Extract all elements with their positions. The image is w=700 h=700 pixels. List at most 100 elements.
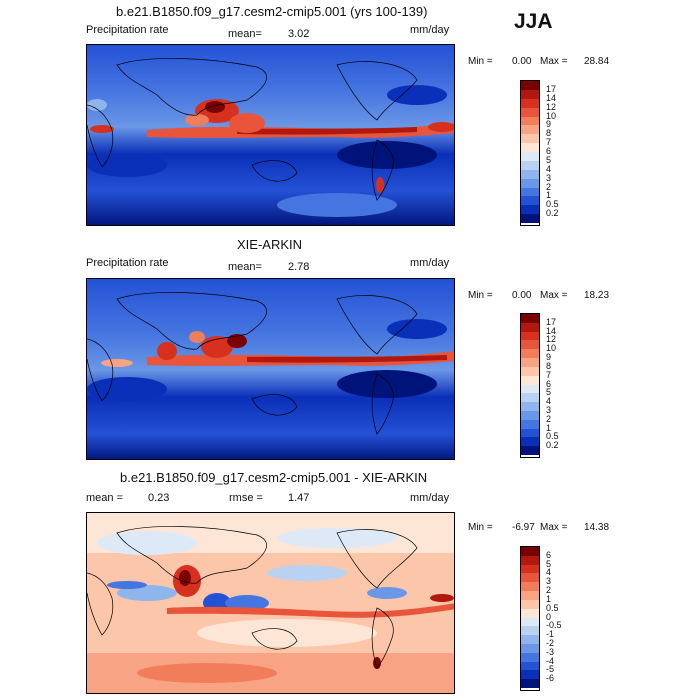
panel2-colorbar-swatch <box>521 419 539 429</box>
panel3-colorbar-tick-label: -4 <box>546 655 555 666</box>
panel1-variable-label: Precipitation rate <box>86 24 169 36</box>
panel1-colorbar-swatch <box>521 187 539 197</box>
panel3-max-label: Max = <box>540 522 568 533</box>
panel1-max-value: 28.84 <box>584 56 610 67</box>
panel2-colorbar-swatch <box>521 375 539 385</box>
panel2-colorbar-tick-label: 14 <box>546 325 557 336</box>
panel3-colorbar-tick-label: 5 <box>546 558 552 569</box>
panel3-colorbar-tick-label: -1 <box>546 629 555 640</box>
panel2-colorbar-swatch <box>521 331 539 341</box>
panel1-colorbar-tick-label: 17 <box>546 83 557 94</box>
panel1-colorbar-swatch <box>521 125 539 135</box>
panel1-colorbar-tick-label: 8 <box>546 128 552 139</box>
panel1-colorbar-tick-label: 1 <box>546 190 552 201</box>
panel3-title: b.e21.B1850.f09_g17.cesm2-cmip5.001 - XI… <box>120 470 428 485</box>
panel1-colorbar-tick-label: 14 <box>546 92 557 103</box>
panel3-colorbar-tick-label: 0.5 <box>546 602 559 613</box>
panel1-colorbar-swatch <box>521 214 539 223</box>
panel2-map <box>86 278 455 460</box>
panel2-colorbar-tick-label: 1 <box>546 422 552 433</box>
panel2-colorbar-swatch <box>521 349 539 359</box>
panel2-variable-label: Precipitation rate <box>86 257 169 269</box>
panel1-colorbar <box>520 80 540 226</box>
panel2-colorbar-swatch <box>521 340 539 350</box>
season-label: JJA <box>514 10 553 33</box>
panel3-min-label: Min = <box>468 522 493 533</box>
panel2-colorbar-tick-label: 0.2 <box>546 440 559 451</box>
panel1-colorbar-swatch <box>521 205 539 215</box>
panel3-colorbar-swatch <box>521 599 539 609</box>
panel2-colorbar-swatch <box>521 358 539 367</box>
panel2-mean-label: mean= <box>228 261 262 273</box>
panel1-max-label: Max = <box>540 56 568 67</box>
panel3-colorbar-swatch <box>521 652 539 662</box>
panel3-colorbar-swatch <box>521 635 539 644</box>
panel1-min-label: Min = <box>468 56 493 67</box>
panel1-map <box>86 44 455 226</box>
panel3-colorbar-tick-label: 4 <box>546 567 552 578</box>
panel3-colorbar <box>520 546 540 691</box>
panel3-colorbar-swatch <box>521 555 539 565</box>
panel3-colorbar-swatch <box>521 661 539 671</box>
panel2-colorbar-swatch <box>521 314 539 323</box>
panel3-colorbar-tick-label: -6 <box>546 673 555 684</box>
panel1-colorbar-tick-label: 6 <box>546 146 552 156</box>
panel2-colorbar-swatch <box>521 322 539 332</box>
panel2-colorbar-tick-label: 0.5 <box>546 431 559 442</box>
panel1-mean-label: mean= <box>228 28 262 40</box>
panel2-min-value: 0.00 <box>512 290 532 301</box>
panel1-colorbar-tick-label: 0.2 <box>546 208 559 219</box>
panel3-colorbar-tick-label: 6 <box>546 549 552 560</box>
panel1-colorbar-tick-label: 9 <box>546 119 552 130</box>
panel2-colorbar-tick-label: 10 <box>546 343 557 354</box>
panel3-colorbar-tick-label: -3 <box>546 646 555 657</box>
panel1-mean-value: 3.02 <box>288 28 310 40</box>
panel1-title: b.e21.B1850.f09_g17.cesm2-cmip5.001 (yrs… <box>116 4 428 19</box>
panel2-colorbar-tick-label: 17 <box>546 316 557 327</box>
panel1-colorbar-swatch <box>521 169 539 179</box>
panel2-mean-value: 2.78 <box>288 261 310 273</box>
panel2-colorbar-swatch <box>521 428 539 438</box>
panel3-mean-value: 0.23 <box>148 492 170 504</box>
panel3-map <box>86 512 455 694</box>
panel2-colorbar-swatch <box>521 384 539 394</box>
panel2-colorbar-swatch <box>521 437 539 447</box>
panel1-colorbar-tick-label: 4 <box>546 163 552 174</box>
panel3-colorbar-swatch <box>521 670 539 680</box>
panel2-colorbar-swatch <box>521 393 539 403</box>
panel2-units: mm/day <box>410 257 450 269</box>
panel3-mean-label: mean = <box>86 492 123 504</box>
panel3-colorbar-swatch <box>521 608 539 618</box>
panel1-min-value: 0.00 <box>512 56 532 67</box>
panel1-colorbar-swatch <box>521 160 539 170</box>
panel2-colorbar-tick-label: 9 <box>546 352 552 363</box>
panel3-rmse-label: rmse = <box>229 492 263 504</box>
panel1-colorbar-tick-label: 10 <box>546 110 557 121</box>
panel2-colorbar-tick-label: 4 <box>546 396 552 407</box>
panel1-units: mm/day <box>410 24 450 36</box>
panel3-colorbar-tick-label: 1 <box>546 593 552 604</box>
panel3-colorbar-swatch <box>521 679 539 688</box>
panel2-colorbar-swatch <box>521 410 539 420</box>
panel1-colorbar-tick-label: 7 <box>546 137 552 148</box>
panel2-max-value: 18.23 <box>584 290 610 301</box>
panel3-max-value: 14.38 <box>584 522 610 533</box>
panel3-colorbar-tick-label: -0.5 <box>546 620 562 631</box>
panel1-colorbar-tick-label: 5 <box>546 154 552 165</box>
panel3-colorbar-swatch <box>521 591 539 600</box>
panel2-min-label: Min = <box>468 290 493 301</box>
panel1-colorbar-swatch <box>521 143 539 152</box>
panel3-colorbar-swatch <box>521 564 539 574</box>
panel3-colorbar-tick-label: 0 <box>546 611 552 622</box>
panel3-units: mm/day <box>410 492 450 504</box>
panel3-min-value: -6.97 <box>512 522 535 533</box>
panel2-colorbar-tick-label: 2 <box>546 413 552 424</box>
panel3-colorbar-swatch <box>521 626 539 636</box>
panel2-colorbar-tick-label: 6 <box>546 378 552 389</box>
panel2-title: XIE-ARKIN <box>237 237 303 252</box>
panel3-colorbar-swatch <box>521 617 539 627</box>
panel1-colorbar-swatch <box>521 107 539 117</box>
panel1-colorbar-swatch <box>521 178 539 188</box>
panel3-colorbar-tick-label: -2 <box>546 637 555 648</box>
panel3-colorbar-swatch <box>521 643 539 653</box>
